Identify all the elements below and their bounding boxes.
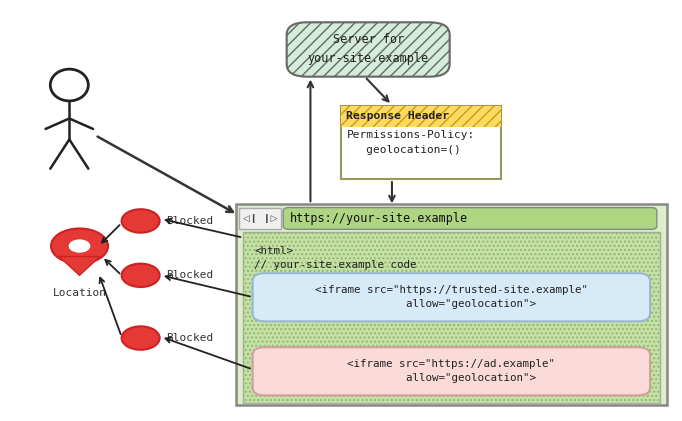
Text: https://your-site.example: https://your-site.example xyxy=(290,212,468,225)
Bar xyxy=(341,106,501,127)
Circle shape xyxy=(51,229,108,264)
Text: Blocked: Blocked xyxy=(166,216,213,226)
Text: <iframe src="https://trusted-site.example"
      allow="geolocation">: <iframe src="https://trusted-site.exampl… xyxy=(315,285,588,309)
Text: Location: Location xyxy=(53,288,106,298)
Circle shape xyxy=(121,209,160,233)
Text: ◁❙  ❙▷: ◁❙ ❙▷ xyxy=(243,214,278,223)
FancyBboxPatch shape xyxy=(253,347,650,395)
Bar xyxy=(239,208,281,229)
Circle shape xyxy=(121,264,160,287)
Bar xyxy=(243,232,660,403)
Text: Blocked: Blocked xyxy=(166,333,213,343)
Bar xyxy=(236,204,667,405)
Text: <iframe src="https://ad.example"
      allow="geolocation">: <iframe src="https://ad.example" allow="… xyxy=(347,359,555,383)
Text: Response Header: Response Header xyxy=(346,112,449,121)
Bar xyxy=(341,106,501,127)
Text: Server for
your-site.example: Server for your-site.example xyxy=(308,34,429,66)
Text: <html>
// your-site.example code: <html> // your-site.example code xyxy=(254,246,417,270)
FancyBboxPatch shape xyxy=(283,208,657,229)
Bar xyxy=(341,106,501,179)
Text: Blocked: Blocked xyxy=(166,270,213,280)
Circle shape xyxy=(69,240,91,253)
Text: Permissions-Policy:
   geolocation=(): Permissions-Policy: geolocation=() xyxy=(346,130,475,155)
FancyBboxPatch shape xyxy=(253,273,650,321)
Polygon shape xyxy=(59,256,100,275)
Circle shape xyxy=(121,326,160,350)
Bar xyxy=(243,232,660,403)
FancyBboxPatch shape xyxy=(286,22,449,77)
